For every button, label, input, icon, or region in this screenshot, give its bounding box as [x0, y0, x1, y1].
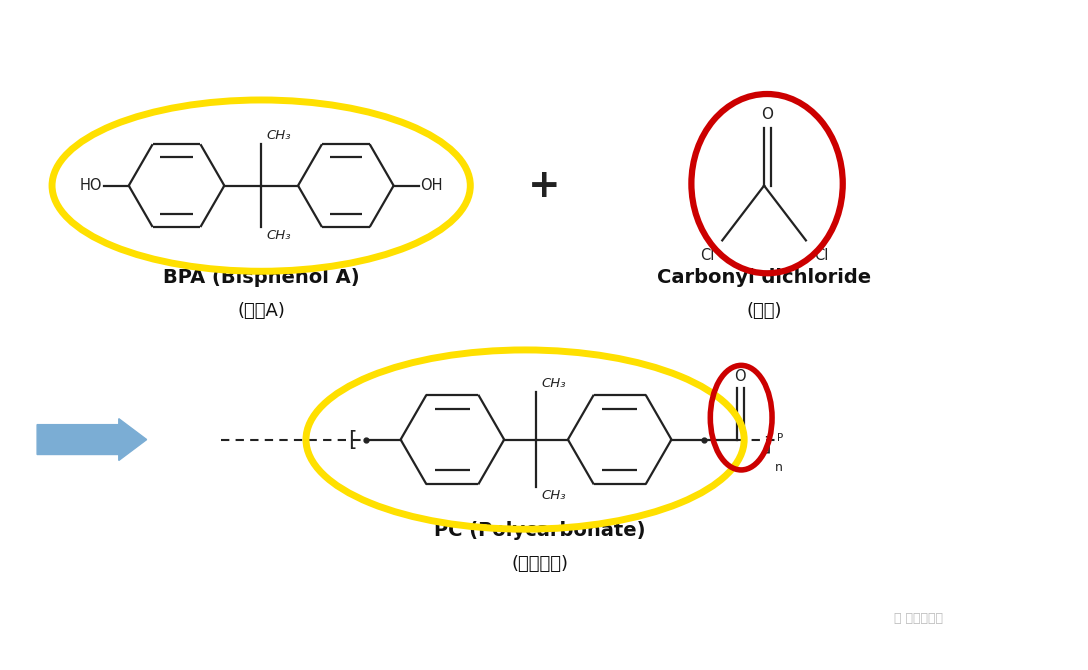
Text: +: + — [528, 167, 560, 204]
Text: CH₃: CH₃ — [267, 129, 290, 142]
FancyArrow shape — [37, 419, 147, 460]
Text: PC (Polycarbonate): PC (Polycarbonate) — [434, 521, 646, 540]
Text: Cl: Cl — [814, 249, 828, 263]
Text: CH₃: CH₃ — [541, 489, 566, 502]
Text: 👀 艾邦高分子: 👀 艾邦高分子 — [894, 612, 943, 625]
Text: CH₃: CH₃ — [267, 229, 290, 243]
Text: O: O — [734, 369, 746, 384]
Text: ]: ] — [764, 435, 770, 454]
Text: OH: OH — [421, 178, 443, 193]
Text: O: O — [762, 107, 774, 122]
Text: (光气): (光气) — [746, 302, 782, 320]
Text: BPA (Bisphenol A): BPA (Bisphenol A) — [163, 268, 359, 287]
Text: P: P — [777, 433, 783, 443]
Text: (聚碳酸酯): (聚碳酸酯) — [511, 555, 569, 573]
Text: HO: HO — [79, 178, 102, 193]
Text: Carbonyl dichloride: Carbonyl dichloride — [657, 268, 871, 287]
Text: (双酚A): (双酚A) — [237, 302, 285, 320]
Text: [: [ — [348, 429, 357, 450]
Text: n: n — [775, 462, 783, 474]
Text: Cl: Cl — [700, 249, 715, 263]
Text: CH₃: CH₃ — [541, 377, 566, 390]
